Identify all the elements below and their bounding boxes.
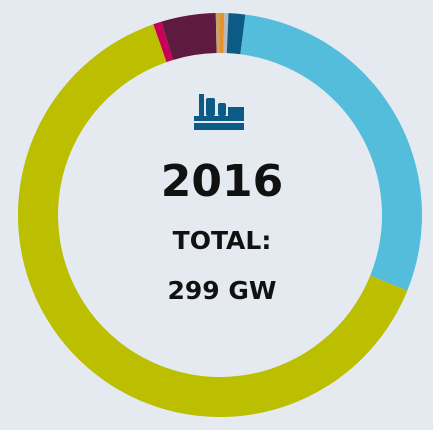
center-year: 2016 [161, 156, 283, 207]
donut-segment [226, 13, 246, 55]
donut-segment [223, 13, 229, 54]
center-total-label: TOTAL: [173, 226, 272, 255]
factory-icon [194, 94, 244, 130]
donut-segment [220, 13, 225, 54]
donut-segment [215, 13, 220, 54]
donut-segment [240, 14, 422, 291]
donut-segment [153, 21, 174, 63]
center-total-value: 299 GW [168, 276, 277, 305]
donut-segment [161, 13, 217, 60]
